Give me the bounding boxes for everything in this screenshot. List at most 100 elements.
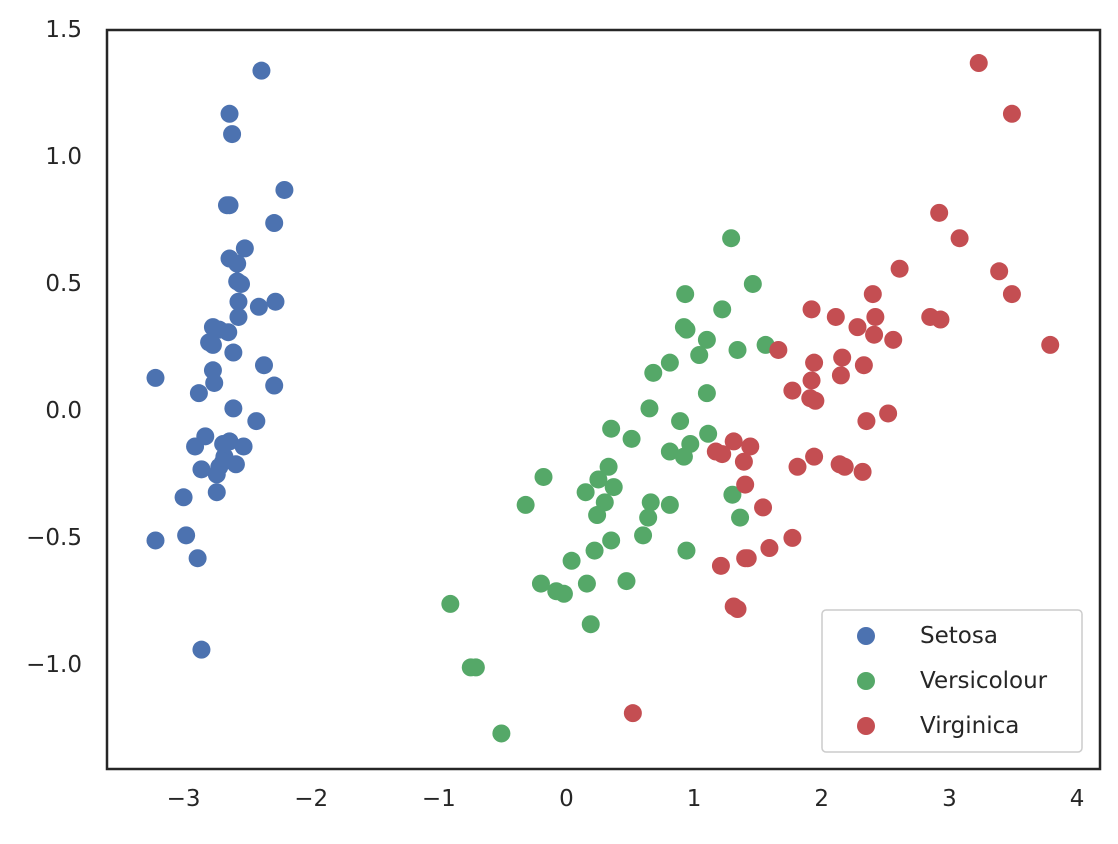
data-point[interactable] — [186, 437, 205, 456]
data-point[interactable] — [265, 376, 284, 395]
data-point[interactable] — [806, 391, 825, 410]
data-point[interactable] — [866, 307, 885, 326]
data-point[interactable] — [713, 300, 732, 319]
data-point[interactable] — [174, 488, 193, 507]
data-point[interactable] — [252, 61, 271, 80]
data-point[interactable] — [857, 412, 876, 431]
data-point[interactable] — [177, 526, 196, 545]
data-point[interactable] — [1002, 104, 1021, 123]
data-point[interactable] — [644, 363, 663, 382]
data-point[interactable] — [265, 214, 284, 233]
data-point[interactable] — [232, 274, 251, 293]
data-point[interactable] — [146, 531, 165, 550]
data-point[interactable] — [220, 196, 239, 215]
data-point[interactable] — [728, 600, 747, 619]
data-point[interactable] — [492, 724, 511, 743]
data-point[interactable] — [617, 572, 636, 591]
data-point[interactable] — [531, 574, 550, 593]
data-point[interactable] — [604, 478, 623, 497]
data-point[interactable] — [890, 259, 909, 278]
data-point[interactable] — [743, 274, 762, 293]
data-point[interactable] — [741, 437, 760, 456]
data-point[interactable] — [724, 432, 743, 451]
data-point[interactable] — [760, 539, 779, 558]
data-point[interactable] — [699, 424, 718, 443]
data-point[interactable] — [738, 549, 757, 568]
legend[interactable]: Setosa Versicolour Virginica — [821, 609, 1083, 753]
data-point[interactable] — [674, 447, 693, 466]
data-point[interactable] — [660, 495, 679, 514]
data-point[interactable] — [203, 318, 222, 337]
data-point[interactable] — [235, 239, 254, 258]
data-point[interactable] — [660, 442, 679, 461]
data-point[interactable] — [879, 404, 898, 423]
data-point[interactable] — [576, 483, 595, 502]
data-point[interactable] — [203, 335, 222, 354]
data-point[interactable] — [706, 442, 725, 461]
data-point[interactable] — [207, 465, 226, 484]
data-point[interactable] — [990, 262, 1009, 281]
data-point[interactable] — [247, 412, 266, 431]
data-point[interactable] — [234, 437, 253, 456]
data-point[interactable] — [671, 412, 690, 431]
data-point[interactable] — [599, 457, 618, 476]
data-point[interactable] — [805, 353, 824, 372]
data-point[interactable] — [639, 508, 658, 527]
data-point[interactable] — [1002, 285, 1021, 304]
data-point[interactable] — [585, 541, 604, 560]
data-point[interactable] — [690, 346, 709, 365]
data-point[interactable] — [884, 330, 903, 349]
data-point[interactable] — [266, 292, 285, 311]
data-point[interactable] — [853, 462, 872, 481]
data-point[interactable] — [676, 285, 695, 304]
data-point[interactable] — [783, 528, 802, 547]
data-point[interactable] — [249, 297, 268, 316]
data-point[interactable] — [769, 340, 788, 359]
data-point[interactable] — [835, 457, 854, 476]
data-point[interactable] — [826, 307, 845, 326]
data-point[interactable] — [660, 353, 679, 372]
data-point[interactable] — [731, 508, 750, 527]
data-point[interactable] — [754, 498, 773, 517]
data-point[interactable] — [226, 455, 245, 474]
data-point[interactable] — [577, 574, 596, 593]
data-point[interactable] — [640, 399, 659, 418]
data-point[interactable] — [697, 330, 716, 349]
data-point[interactable] — [833, 348, 852, 367]
data-point[interactable] — [219, 323, 238, 342]
data-point[interactable] — [788, 457, 807, 476]
data-point[interactable] — [189, 384, 208, 403]
data-point[interactable] — [865, 325, 884, 344]
data-point[interactable] — [581, 615, 600, 634]
data-point[interactable] — [224, 343, 243, 362]
data-point[interactable] — [931, 310, 950, 329]
data-point[interactable] — [588, 506, 607, 525]
data-point[interactable] — [229, 292, 248, 311]
data-point[interactable] — [441, 594, 460, 613]
data-point[interactable] — [1041, 335, 1060, 354]
data-point[interactable] — [969, 54, 988, 73]
data-point[interactable] — [863, 285, 882, 304]
data-point[interactable] — [466, 658, 485, 677]
data-point[interactable] — [674, 318, 693, 337]
data-point[interactable] — [641, 493, 660, 512]
data-point[interactable] — [622, 429, 641, 448]
data-point[interactable] — [848, 318, 867, 337]
data-point[interactable] — [831, 366, 850, 385]
data-point[interactable] — [589, 470, 608, 489]
data-point[interactable] — [783, 381, 802, 400]
data-point[interactable] — [623, 704, 642, 723]
data-point[interactable] — [697, 384, 716, 403]
data-point[interactable] — [602, 419, 621, 438]
data-point[interactable] — [534, 467, 553, 486]
data-point[interactable] — [805, 447, 824, 466]
data-point[interactable] — [207, 483, 226, 502]
data-point[interactable] — [562, 551, 581, 570]
data-point[interactable] — [192, 640, 211, 659]
data-point[interactable] — [554, 584, 573, 603]
data-point[interactable] — [516, 495, 535, 514]
data-point[interactable] — [602, 531, 621, 550]
data-point[interactable] — [930, 203, 949, 222]
data-point[interactable] — [214, 434, 233, 453]
data-point[interactable] — [192, 460, 211, 479]
